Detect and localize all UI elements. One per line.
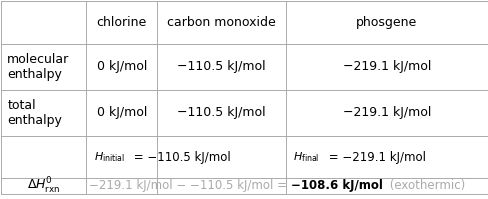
- Text: phosgene: phosgene: [355, 16, 416, 29]
- Text: −219.1 kJ/mol: −219.1 kJ/mol: [342, 60, 430, 73]
- Text: carbon monoxide: carbon monoxide: [167, 16, 275, 29]
- Text: $H_{\mathrm{initial}}$: $H_{\mathrm{initial}}$: [94, 150, 124, 164]
- Text: −219.1 kJ/mol − −110.5 kJ/mol =: −219.1 kJ/mol − −110.5 kJ/mol =: [89, 179, 290, 192]
- Text: −110.5 kJ/mol: −110.5 kJ/mol: [177, 60, 265, 73]
- Text: 0 kJ/mol: 0 kJ/mol: [96, 60, 146, 73]
- Text: chlorine: chlorine: [97, 16, 146, 29]
- Text: molecular
enthalpy: molecular enthalpy: [7, 53, 69, 81]
- Text: 0 kJ/mol: 0 kJ/mol: [96, 106, 146, 119]
- Text: total
enthalpy: total enthalpy: [7, 99, 62, 127]
- Text: $H_{\mathrm{final}}$: $H_{\mathrm{final}}$: [292, 150, 319, 164]
- Text: (exothermic): (exothermic): [385, 179, 464, 192]
- Text: −108.6 kJ/mol: −108.6 kJ/mol: [290, 179, 382, 192]
- Text: −110.5 kJ/mol: −110.5 kJ/mol: [177, 106, 265, 119]
- Text: = −219.1 kJ/mol: = −219.1 kJ/mol: [324, 151, 425, 164]
- Text: = −110.5 kJ/mol: = −110.5 kJ/mol: [130, 151, 230, 164]
- Text: $\Delta H^{0}_{\mathrm{rxn}}$: $\Delta H^{0}_{\mathrm{rxn}}$: [27, 176, 61, 196]
- Text: −219.1 kJ/mol: −219.1 kJ/mol: [342, 106, 430, 119]
